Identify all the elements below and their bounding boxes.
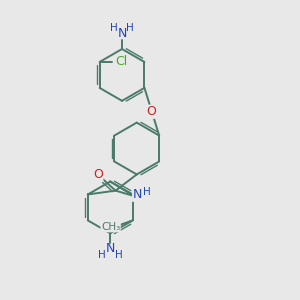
Text: CH₃: CH₃ — [101, 222, 120, 232]
Text: N: N — [133, 188, 142, 201]
Text: Cl: Cl — [116, 55, 128, 68]
Text: H: H — [110, 23, 118, 33]
Text: N: N — [106, 242, 115, 255]
Text: O: O — [93, 168, 103, 181]
Text: H: H — [143, 187, 151, 196]
Text: O: O — [146, 105, 156, 118]
Text: H: H — [98, 250, 106, 260]
Text: H: H — [126, 23, 134, 33]
Text: N: N — [117, 27, 127, 40]
Text: H: H — [115, 250, 122, 260]
